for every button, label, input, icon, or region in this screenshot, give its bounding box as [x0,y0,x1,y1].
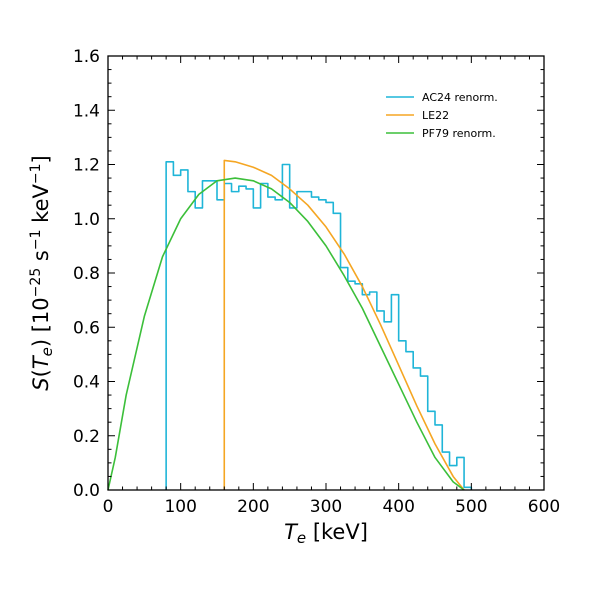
y-tick-label: 0.8 [73,264,100,284]
y-tick-label: 1.4 [73,101,100,121]
x-tick-label: 400 [382,497,414,517]
legend-label-ac24-renorm: AC24 renorm. [422,91,498,104]
legend-label-le22: LE22 [422,109,449,122]
tick-labels-layer: 0 100 200 300 400 500 600 0.0 0.2 0.4 0.6 0.8 1.0 1.2… [73,47,560,517]
y-tick-label: 1.2 [73,156,100,176]
legend: AC24 renorm. LE22 PF79 renorm. [386,91,498,140]
x-tick-label: 600 [528,497,560,517]
x-axis-label: Te [keV] [284,520,368,547]
series-line-ac24-renorm [165,160,473,490]
series-layer [107,159,473,491]
y-tick-label: 0.6 [73,318,100,338]
x-tick-label: 500 [455,497,487,517]
series-line-le22 [223,159,465,491]
x-tick-label: 0 [103,497,114,517]
x-tick-label: 200 [237,497,269,517]
y-tick-label: 0.2 [73,427,100,447]
y-tick-label: 0.4 [73,373,100,393]
y-tick-label: 1.6 [73,47,100,67]
x-tick-label: 100 [164,497,196,517]
series-line-pf79-renorm [107,177,465,491]
y-tick-label: 1.0 [73,210,100,230]
x-tick-label: 300 [310,497,342,517]
plot-frame [107,55,545,491]
ticks-layer [107,55,545,491]
y-tick-label: 0.0 [73,481,100,501]
y-axis-label: S(Te) [10−25 s−1 keV−1] [28,155,56,390]
legend-label-pf79-renorm: PF79 renorm. [422,127,496,140]
